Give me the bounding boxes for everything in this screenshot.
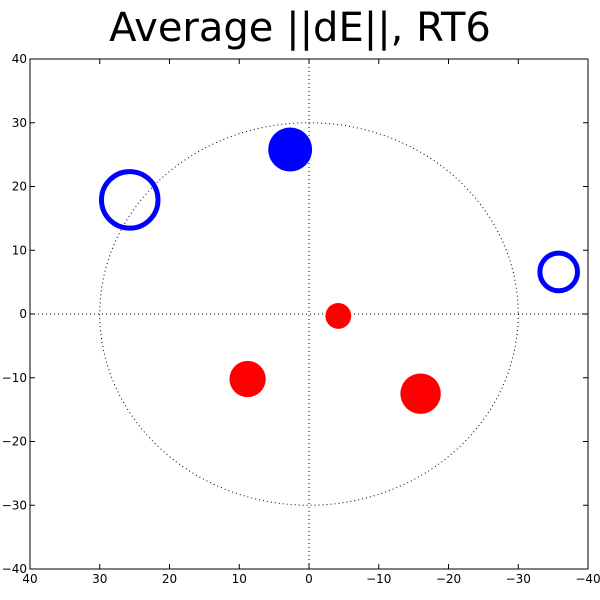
y-tick-label: 10 <box>12 243 27 257</box>
y-tick-label: −10 <box>2 371 27 385</box>
ticks-layer <box>29 58 589 570</box>
scatter-point-3 <box>400 373 441 414</box>
x-tick-label: −40 <box>575 572 600 586</box>
scatter-point-2 <box>229 360 266 398</box>
y-tick-label: −40 <box>2 562 27 576</box>
x-tick-label: 30 <box>92 572 107 586</box>
x-tick-label: 10 <box>232 572 247 586</box>
scatter-point-5 <box>98 169 161 231</box>
x-tick-label: −10 <box>366 572 391 586</box>
x-tick-label: 40 <box>22 572 37 586</box>
y-tick-label: 20 <box>12 180 27 194</box>
y-tick-label: 0 <box>19 307 27 321</box>
x-tick-label: 0 <box>305 572 313 586</box>
tick-labels-layer: 40 30 20 10 0 −10 −20 −30 −40403020100−10−20−30−… <box>2 52 600 586</box>
scatter-point-6 <box>537 250 581 294</box>
y-tick-label: 40 <box>12 52 27 66</box>
chart-title: Average ||dE||, RT6 <box>109 5 491 51</box>
y-tick-label: −30 <box>2 498 27 512</box>
y-tick-label: 30 <box>12 116 27 130</box>
scatter-point-1 <box>325 303 352 329</box>
y-tick-label: −20 <box>2 435 27 449</box>
x-tick-label: 20 <box>162 572 177 586</box>
points-layer <box>98 127 581 414</box>
x-tick-label: −20 <box>436 572 461 586</box>
scatter-point-4 <box>268 127 313 172</box>
reference-layer <box>30 59 588 569</box>
x-tick-label: −30 <box>506 572 531 586</box>
